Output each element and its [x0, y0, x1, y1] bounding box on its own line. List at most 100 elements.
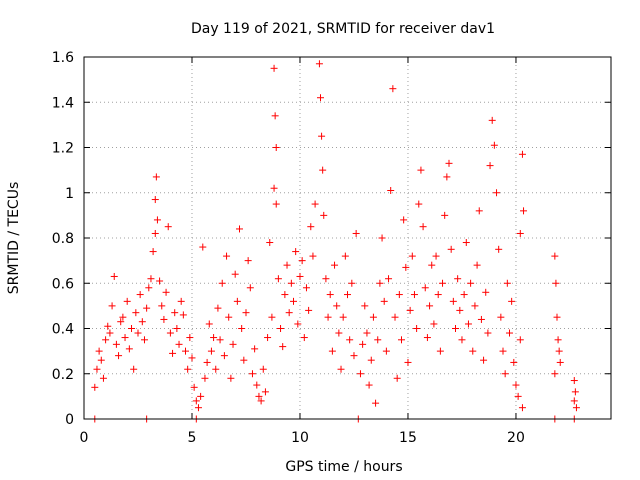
data-point [223, 252, 231, 260]
data-point [184, 365, 192, 373]
data-point [182, 347, 190, 355]
data-point [214, 304, 222, 312]
data-point [333, 302, 341, 310]
data-point [93, 365, 101, 373]
data-point [488, 116, 496, 124]
y-tick-label: 1.2 [52, 141, 74, 157]
data-point [203, 358, 211, 366]
data-point [283, 261, 291, 269]
data-point [305, 306, 313, 314]
data-point [516, 336, 524, 344]
y-tick-label: 0.8 [52, 231, 74, 247]
data-point [456, 306, 464, 314]
data-point [152, 173, 160, 181]
data-point [287, 279, 295, 287]
data-point [344, 291, 351, 299]
data-point [441, 211, 449, 219]
data-point [337, 365, 345, 373]
data-point [402, 263, 410, 271]
data-point [376, 279, 384, 287]
data-point [199, 243, 207, 251]
data-point [253, 381, 261, 389]
data-point [104, 322, 112, 330]
data-point [554, 336, 562, 344]
data-point [300, 334, 308, 342]
data-point [179, 311, 187, 319]
data-point [149, 248, 157, 256]
data-point [480, 356, 488, 364]
data-point [220, 352, 228, 360]
data-point [242, 309, 250, 317]
data-point [365, 381, 373, 389]
y-tick-label: 1.6 [52, 50, 74, 66]
data-point [271, 112, 279, 120]
data-point [551, 370, 559, 378]
data-point [428, 261, 436, 269]
data-point [302, 284, 310, 292]
data-point [281, 291, 289, 299]
y-tick-label: 0 [65, 412, 74, 428]
data-point [514, 392, 522, 400]
data-point [277, 325, 285, 332]
y-tick-label: 0.2 [52, 367, 74, 383]
data-point [270, 64, 278, 72]
data-point [484, 329, 492, 337]
data-point [430, 320, 438, 328]
data-point [451, 325, 459, 332]
data-point [434, 291, 442, 299]
data-point [556, 358, 564, 366]
data-point [147, 275, 155, 283]
data-point [406, 306, 414, 314]
data-point [477, 315, 485, 323]
data-points [91, 60, 580, 423]
data-point [201, 374, 209, 382]
data-point [395, 291, 403, 299]
data-point [231, 270, 239, 278]
data-point [408, 252, 416, 260]
data-point [417, 166, 425, 174]
data-point [510, 358, 518, 366]
data-point [261, 388, 269, 396]
data-point [125, 345, 133, 353]
data-point [350, 352, 358, 360]
x-tick-label: 0 [80, 430, 89, 446]
data-point [493, 189, 501, 197]
data-point [372, 399, 380, 407]
data-point [436, 347, 444, 355]
data-point [508, 297, 516, 305]
data-point [335, 329, 343, 337]
x-axis-title: GPS time / hours [285, 459, 402, 475]
data-point [415, 200, 423, 208]
data-point [233, 297, 241, 305]
data-point [497, 313, 505, 321]
data-point [570, 377, 578, 385]
data-point [292, 248, 300, 256]
data-point [432, 252, 440, 260]
data-point [274, 275, 282, 283]
data-point [270, 184, 278, 192]
data-point [309, 252, 317, 260]
data-point [413, 325, 421, 332]
data-point [518, 150, 526, 158]
data-point [110, 272, 118, 280]
data-point [315, 60, 323, 68]
data-point [279, 343, 287, 351]
data-point [112, 340, 120, 348]
data-point [190, 383, 198, 391]
data-point [389, 85, 397, 93]
data-point [319, 166, 327, 174]
data-point [486, 162, 494, 170]
x-tick-label: 15 [399, 430, 417, 446]
data-point [238, 325, 246, 332]
data-point [460, 291, 468, 299]
data-point [307, 223, 315, 231]
data-point [255, 392, 263, 400]
data-point [132, 309, 140, 317]
data-point [512, 381, 520, 389]
data-point [367, 356, 375, 364]
data-point [134, 329, 142, 337]
data-point [296, 272, 304, 280]
data-point [423, 334, 431, 342]
data-point [352, 229, 360, 237]
